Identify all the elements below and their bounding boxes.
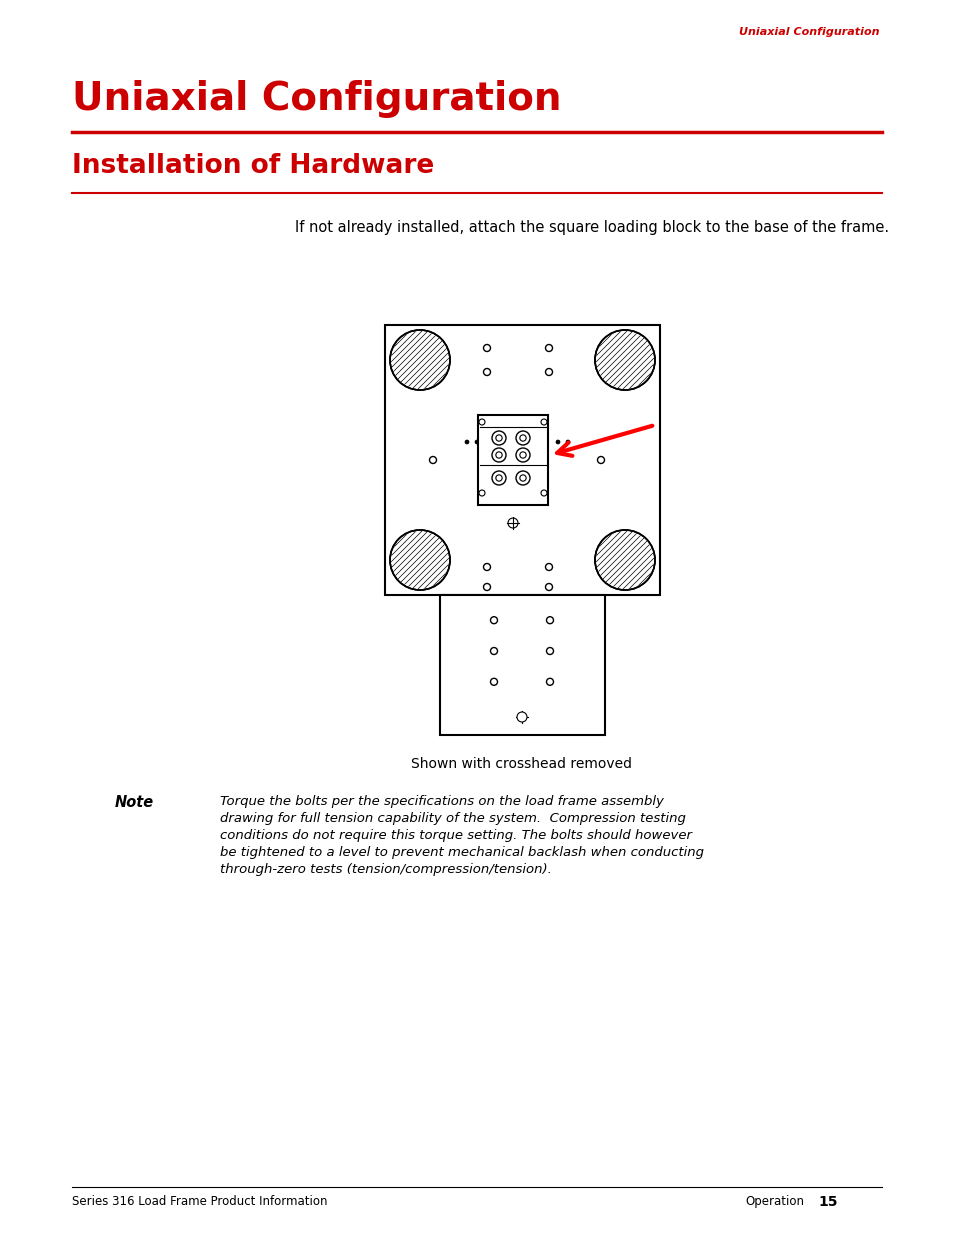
Text: Note: Note	[115, 795, 154, 810]
Circle shape	[519, 474, 526, 482]
Text: Operation: Operation	[744, 1195, 803, 1208]
Text: conditions do not require this torque setting. The bolts should however: conditions do not require this torque se…	[220, 829, 691, 842]
Text: Torque the bolts per the specifications on the load frame assembly: Torque the bolts per the specifications …	[220, 795, 663, 808]
Circle shape	[556, 440, 559, 445]
Circle shape	[483, 583, 490, 590]
Circle shape	[490, 678, 497, 685]
Circle shape	[483, 368, 490, 375]
Circle shape	[475, 440, 478, 445]
Circle shape	[516, 471, 530, 485]
Text: If not already installed, attach the square loading block to the base of the fra: If not already installed, attach the squ…	[294, 220, 888, 235]
Circle shape	[546, 678, 553, 685]
Circle shape	[565, 440, 569, 445]
Circle shape	[492, 431, 505, 445]
Circle shape	[492, 448, 505, 462]
Circle shape	[597, 457, 604, 463]
Text: be tightened to a level to prevent mechanical backlash when conducting: be tightened to a level to prevent mecha…	[220, 846, 703, 860]
Circle shape	[519, 435, 526, 441]
Circle shape	[546, 616, 553, 624]
Circle shape	[516, 448, 530, 462]
Circle shape	[545, 345, 552, 352]
Circle shape	[496, 435, 501, 441]
Circle shape	[595, 530, 655, 590]
Text: Uniaxial Configuration: Uniaxial Configuration	[71, 80, 561, 119]
Circle shape	[478, 419, 484, 425]
Circle shape	[490, 616, 497, 624]
Circle shape	[464, 440, 469, 445]
Text: Series 316 Load Frame Product Information: Series 316 Load Frame Product Informatio…	[71, 1195, 327, 1208]
Text: through-zero tests (tension/compression/tension).: through-zero tests (tension/compression/…	[220, 863, 551, 876]
Circle shape	[545, 583, 552, 590]
Circle shape	[519, 452, 526, 458]
Circle shape	[490, 647, 497, 655]
Circle shape	[540, 419, 546, 425]
Circle shape	[429, 457, 436, 463]
Circle shape	[492, 471, 505, 485]
Circle shape	[496, 452, 501, 458]
Circle shape	[516, 431, 530, 445]
Bar	[385, 325, 659, 595]
Text: drawing for full tension capability of the system.  Compression testing: drawing for full tension capability of t…	[220, 811, 685, 825]
Text: Installation of Hardware: Installation of Hardware	[71, 153, 434, 179]
Text: Shown with crosshead removed: Shown with crosshead removed	[411, 757, 632, 771]
Circle shape	[545, 563, 552, 571]
Text: 15: 15	[817, 1195, 837, 1209]
Circle shape	[483, 345, 490, 352]
Circle shape	[540, 490, 546, 496]
Circle shape	[390, 330, 450, 390]
Bar	[477, 415, 547, 505]
Circle shape	[545, 368, 552, 375]
Circle shape	[390, 530, 450, 590]
Circle shape	[507, 517, 517, 529]
Circle shape	[595, 330, 655, 390]
Circle shape	[478, 490, 484, 496]
Text: Uniaxial Configuration: Uniaxial Configuration	[739, 27, 879, 37]
Circle shape	[483, 563, 490, 571]
Bar	[439, 595, 604, 735]
Circle shape	[496, 474, 501, 482]
Circle shape	[546, 647, 553, 655]
Circle shape	[517, 713, 526, 722]
